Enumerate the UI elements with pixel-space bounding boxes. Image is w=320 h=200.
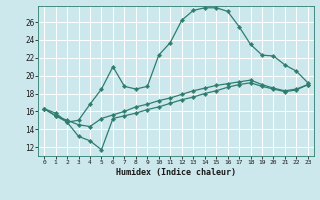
X-axis label: Humidex (Indice chaleur): Humidex (Indice chaleur) bbox=[116, 168, 236, 177]
